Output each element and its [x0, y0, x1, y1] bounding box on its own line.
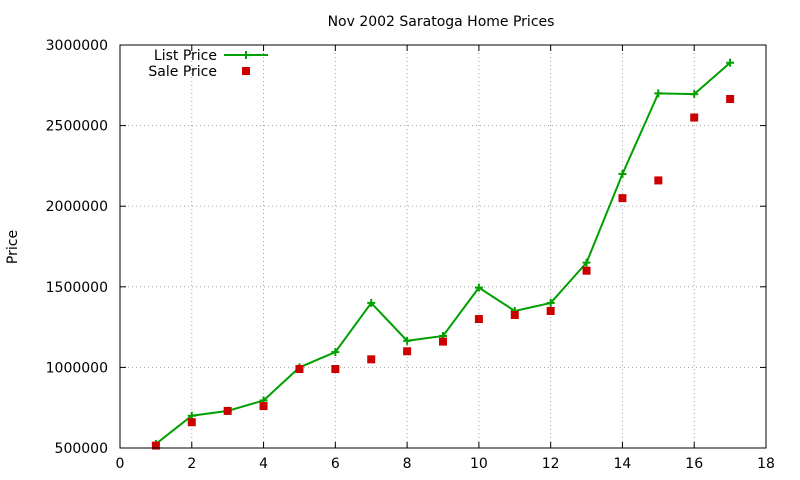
x-tick-label: 8	[403, 456, 412, 472]
plot-frame	[119, 44, 767, 449]
sale-price-point	[510, 311, 519, 320]
x-tick-label: 16	[685, 456, 703, 472]
y-tick-label: 3000000	[46, 38, 108, 54]
list-price-point	[726, 58, 735, 67]
list-price-point	[546, 298, 555, 307]
sale-price-point	[582, 266, 591, 275]
sale-price-point	[546, 306, 555, 315]
sale-price-point	[295, 365, 304, 374]
legend-label: Sale Price	[148, 64, 217, 80]
grid-lines	[120, 45, 766, 448]
x-tick-label: 10	[470, 456, 488, 472]
sale-price-point	[259, 402, 268, 411]
sale-price-point	[367, 355, 376, 364]
sale-price-point	[618, 194, 627, 203]
x-tick-label: 6	[331, 456, 340, 472]
series-0	[151, 58, 735, 448]
sale-price-point	[474, 315, 483, 324]
y-tick-label: 1000000	[46, 360, 108, 376]
x-tick-label: 12	[542, 456, 560, 472]
legend-marker	[242, 67, 250, 75]
y-tick-label: 2000000	[46, 199, 108, 215]
x-tick-label: 2	[187, 456, 196, 472]
x-tick-label: 14	[614, 456, 632, 472]
list-price-point	[618, 169, 627, 178]
sale-price-point	[223, 406, 232, 415]
y-tick-label: 1500000	[46, 280, 108, 296]
sale-price-point	[331, 365, 340, 374]
legend-marker	[242, 51, 250, 59]
sale-price-point	[654, 176, 663, 185]
y-tick-label: 500000	[55, 441, 108, 457]
list-price-point	[690, 90, 699, 99]
list-price-point	[654, 89, 663, 98]
list-price-point	[403, 336, 412, 345]
list-price-line	[155, 61, 731, 445]
x-tick-label: 18	[757, 456, 775, 472]
axis-ticks: 0 2 4 6 8 10 12 14 16 18 500000 1000000 1500000 20000…	[46, 38, 775, 472]
series-1	[151, 95, 735, 450]
y-tick-label: 2500000	[46, 119, 108, 135]
series-layer	[151, 58, 735, 450]
y-axis-label: Price	[5, 230, 21, 264]
list-price-point	[331, 348, 340, 357]
sale-price-point	[403, 347, 412, 356]
legend-label: List Price	[154, 48, 217, 64]
x-tick-label: 0	[116, 456, 125, 472]
list-price-point	[474, 283, 483, 292]
sale-price-point	[439, 337, 447, 346]
x-tick-label: 4	[259, 456, 268, 472]
sale-price-point	[690, 113, 699, 122]
list-price-point	[582, 258, 591, 267]
chart-title: Nov 2002 Saratoga Home Prices	[328, 14, 555, 30]
sale-price-point	[151, 441, 160, 450]
sale-price-point	[726, 95, 735, 104]
sale-price-point	[187, 418, 196, 427]
list-price-point	[367, 298, 376, 307]
